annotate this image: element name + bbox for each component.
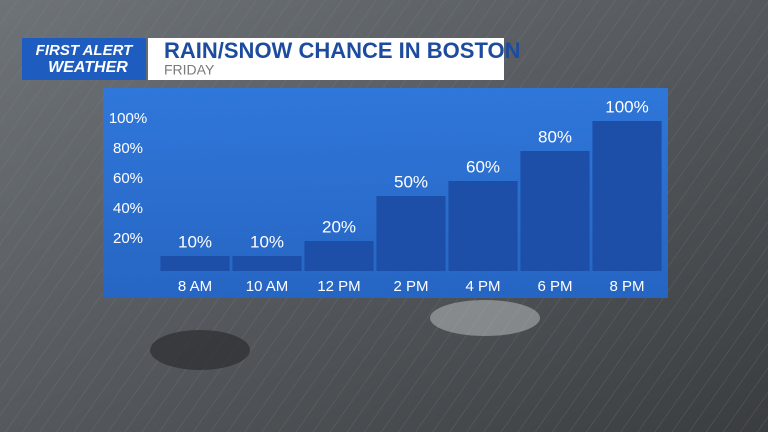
- y-tick-label: 100%: [109, 110, 147, 127]
- x-tick-label: 10 AM: [246, 278, 289, 295]
- bar: [304, 241, 374, 271]
- x-tick-label: 2 PM: [393, 278, 428, 295]
- logo-text: FIRST ALERT: [36, 42, 135, 59]
- background-car: [430, 300, 540, 336]
- x-tick-label: 4 PM: [465, 278, 500, 295]
- value-label: 80%: [538, 127, 572, 146]
- x-tick-label: 8 PM: [609, 278, 644, 295]
- y-tick-label: 20%: [113, 230, 143, 247]
- value-label: 100%: [605, 97, 648, 116]
- value-label: 20%: [322, 217, 356, 236]
- value-label: 60%: [466, 157, 500, 176]
- bar: [448, 181, 518, 271]
- y-tick-label: 60%: [113, 170, 143, 187]
- bar: [592, 121, 662, 271]
- y-tick-label: 80%: [113, 140, 143, 157]
- x-tick-label: 8 AM: [178, 278, 212, 295]
- bar: [160, 256, 230, 271]
- header-box: [148, 38, 504, 80]
- background-car: [150, 330, 250, 370]
- logo-text: WEATHER: [48, 59, 128, 76]
- value-label: 10%: [178, 232, 212, 251]
- x-tick-label: 12 PM: [317, 278, 360, 295]
- chart-subtitle: FRIDAY: [164, 62, 215, 78]
- bar: [520, 151, 590, 271]
- value-label: 50%: [394, 172, 428, 191]
- logo-box: [22, 38, 146, 80]
- bar: [232, 256, 302, 271]
- x-tick-label: 6 PM: [537, 278, 572, 295]
- chart-title: RAIN/SNOW CHANCE IN BOSTON: [164, 38, 521, 63]
- value-label: 10%: [250, 232, 284, 251]
- bar: [376, 196, 446, 271]
- y-tick-label: 40%: [113, 200, 143, 217]
